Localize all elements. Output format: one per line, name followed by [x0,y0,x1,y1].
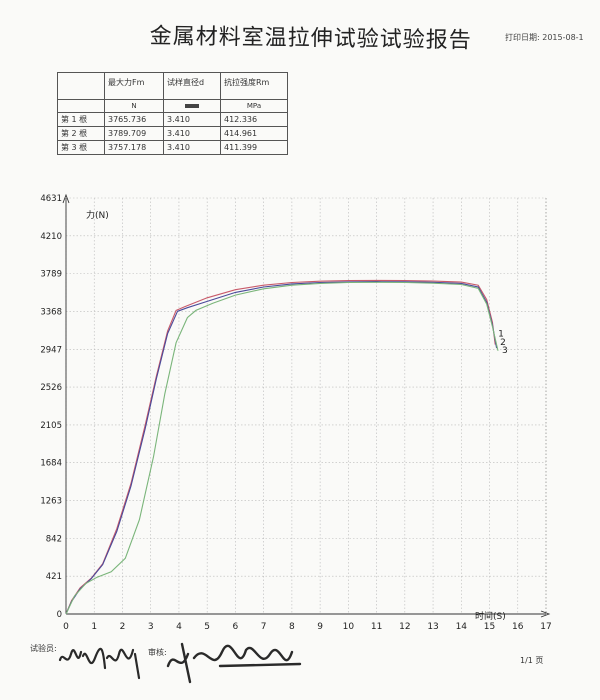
x-tick-label: 1 [91,622,97,632]
reviewer-signature [166,642,302,684]
row-fm: 3757.178 [104,140,164,155]
y-tick-label: 4631 [40,194,62,204]
y-tick-label: 421 [46,572,62,582]
x-tick-label: 12 [399,622,410,632]
x-tick-label: 7 [261,622,267,632]
y-tick-label: 3368 [40,307,62,317]
x-tick-label: 16 [512,622,524,632]
x-tick-label: 3 [148,622,154,632]
table-row: 第 3 根 3757.178 3.410 411.399 [57,140,288,155]
x-tick-label: 0 [63,622,69,632]
series-end-label-1: 1 [498,330,504,340]
x-tick-label: 10 [343,622,355,632]
reviewer-label: 审核: [148,648,167,657]
table-unit-row: N mm MPa [57,99,288,113]
x-axis-arrow [540,610,551,618]
row-rm: 412.336 [220,112,288,127]
page-number: 1/1 页 [520,656,544,665]
x-tick-label: 15 [484,622,495,632]
y-tick-label: 0 [57,610,62,620]
row-rm: 411.399 [220,140,288,155]
tester-signature [58,647,141,680]
unit-mm-mark [185,104,199,108]
y-axis-arrow [62,193,70,204]
x-tick-label: 17 [540,622,551,632]
x-tick-label: 4 [176,622,182,632]
results-table: 最大力Fm 试样直径d 抗拉强度Rm N mm MPa 第 1 根 3765.7… [57,72,288,155]
series-end-label-3: 3 [502,346,508,356]
chart-axes [62,193,551,618]
print-date: 打印日期: 2015-08-1 [505,33,584,42]
row-label: 第 3 根 [57,140,105,155]
y-tick-label: 2526 [40,383,62,393]
chart-series: 123 [65,279,508,615]
x-tick-label: 6 [233,622,239,632]
y-tick-label: 842 [46,534,62,544]
x-axis-label: 时间(S) [475,610,506,622]
y-tick-label: 2105 [40,421,62,431]
x-tick-label: 11 [371,622,382,632]
y-tick-label: 1263 [40,497,62,507]
table-header-row: 最大力Fm 试样直径d 抗拉强度Rm [57,72,288,100]
y-tick-label: 4210 [40,232,62,242]
table-row: 第 1 根 3765.736 3.410 412.336 [57,112,288,127]
x-tick-label: 13 [427,622,438,632]
y-tick-label: 2947 [40,345,62,355]
y-tick-label: 3789 [40,270,62,280]
series-end-label-2: 2 [500,338,506,348]
x-tick-label: 5 [204,622,210,632]
x-tick-label: 8 [289,622,295,632]
chart-grid [65,197,547,615]
x-tick-label: 2 [120,622,126,632]
tester-label: 试验员: [30,644,57,653]
series-line-1 [65,279,496,615]
table-row: 第 2 根 3789.709 3.410 414.961 [57,126,288,141]
chart-ticks: 0 1 2 3 4 5 6 7 8 9 10 11 12 13 14 15 16 1704218421263168… [40,194,551,632]
series-line-3 [65,281,499,615]
y-tick-label: 1684 [40,459,62,469]
x-tick-label: 9 [317,622,323,632]
x-tick-label: 14 [456,622,468,632]
y-axis-label: 力(N) [86,209,109,221]
series-line-2 [65,281,498,615]
